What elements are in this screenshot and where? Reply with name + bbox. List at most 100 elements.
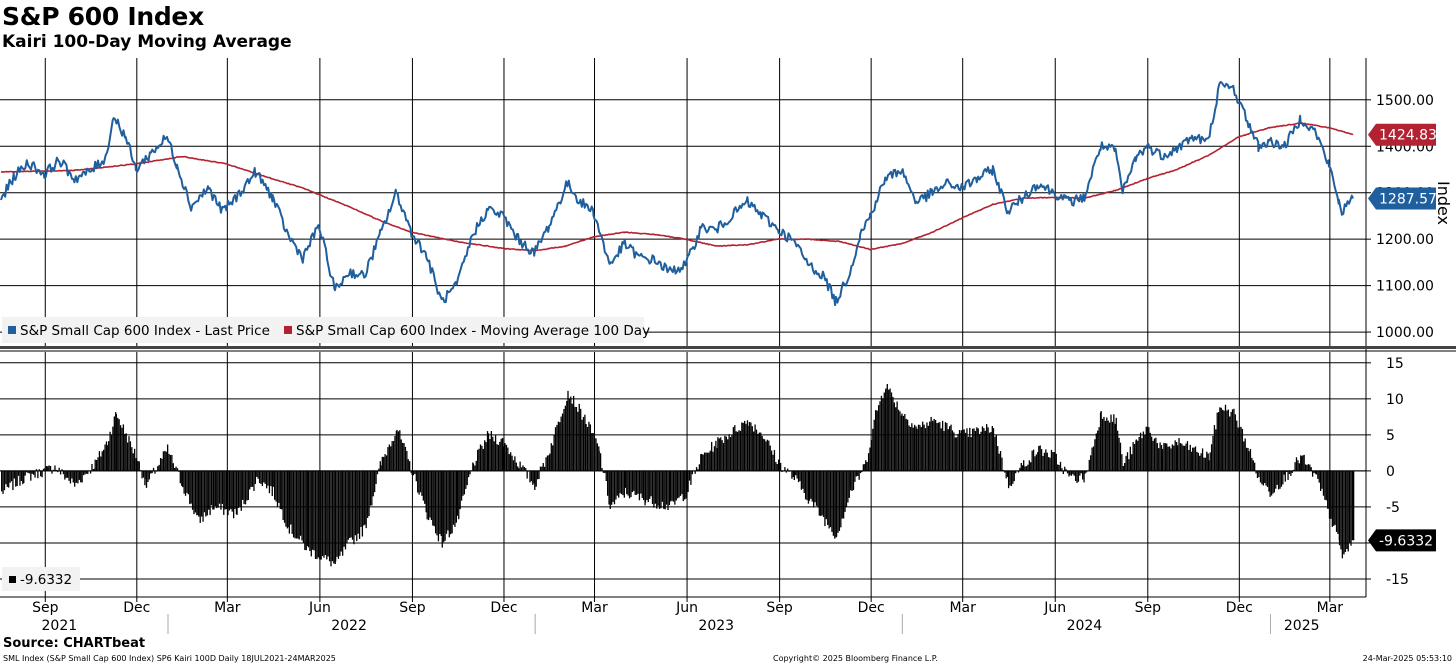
kairi-bar-666	[906, 419, 909, 471]
kairi-bar-608	[829, 470, 832, 528]
kairi-bar-295	[401, 442, 404, 471]
kairi-bar-33	[47, 466, 49, 471]
kairi-bar-229	[312, 470, 314, 550]
chart-title: S&P 600 Index	[2, 2, 204, 31]
kairi-bar-268	[365, 470, 367, 529]
kairi-bar-580	[791, 470, 793, 479]
kairi-bar-258	[351, 470, 354, 540]
kairi-bar-304	[414, 470, 416, 474]
kairi-bar-576	[785, 470, 787, 473]
footer-copyright: Copyright© 2025 Bloomberg Finance L.P.	[773, 654, 938, 663]
kairi-bar-314	[427, 470, 430, 521]
kairi-bar-631	[861, 470, 863, 473]
kairi-bar-674	[917, 424, 920, 471]
kairi-bar-703	[957, 433, 959, 471]
kairi-bar-192	[261, 470, 264, 487]
kairi-bar-748	[1019, 467, 1021, 471]
kairi-bar-350	[477, 449, 479, 471]
kairi-bar-218	[297, 470, 299, 539]
y-tick-label-top-2: 1200.00	[1376, 232, 1434, 248]
legend-kairi-label: -9.6332	[20, 572, 72, 588]
kairi-bar-246	[334, 470, 337, 562]
kairi-bar-728	[991, 426, 993, 471]
kairi-bar-300	[409, 461, 411, 471]
kairi-bar-149	[202, 470, 204, 522]
kairi-bar-712	[969, 427, 971, 471]
kairi-bar-280	[381, 456, 383, 471]
kairi-bar-212	[288, 470, 291, 534]
kairi-bar-20	[28, 470, 31, 474]
kairi-bar-713	[970, 436, 972, 471]
kairi-bar-470	[641, 470, 643, 499]
kairi-bar-484	[660, 470, 662, 509]
kairi-bar-727	[990, 432, 992, 471]
kairi-bar-442	[602, 470, 605, 473]
kairi-bar-788	[1073, 470, 1075, 476]
kairi-bar-383	[522, 465, 524, 471]
kairi-bar-693	[943, 430, 945, 471]
kairi-bar-967	[1317, 470, 1319, 479]
kairi-bar-968	[1318, 470, 1320, 483]
kairi-bar-37	[52, 469, 55, 471]
kairi-bar-654	[890, 392, 893, 471]
kairi-bar-52	[72, 470, 74, 483]
kairi-bar-867	[1181, 443, 1183, 471]
kairi-bar-358	[487, 433, 490, 471]
source-note: Source: CHARTbeat	[3, 636, 146, 651]
kairi-bar-642	[875, 409, 877, 471]
kairi-bar-795	[1083, 470, 1085, 483]
price-lines	[0, 80, 1354, 307]
kairi-bar-448	[611, 470, 613, 505]
kairi-bar-982	[1337, 470, 1339, 534]
kairi-bar-528	[720, 437, 722, 471]
kairi-bar-24	[34, 470, 36, 478]
kairi-bar-63	[87, 470, 89, 475]
kairi-bar-62	[85, 470, 88, 474]
kairi-bar-479	[653, 470, 655, 508]
kairi-bar-806	[1098, 427, 1100, 471]
kairi-bar-729	[992, 428, 995, 471]
kairi-bar-435	[593, 437, 596, 471]
kairi-bar-73	[100, 456, 102, 471]
x-tick-label-6: Mar	[581, 600, 608, 616]
kairi-bar-427	[582, 416, 585, 471]
kairi-bar-937	[1276, 470, 1278, 485]
kairi-bar-481	[656, 470, 658, 509]
kairi-bar-782	[1065, 469, 1067, 471]
kairi-bar-829	[1129, 446, 1131, 471]
kairi-bar-852	[1160, 445, 1163, 471]
kairi-bar-232	[316, 470, 318, 560]
kairi-bar-222	[302, 470, 305, 544]
kairi-bar-343	[467, 470, 470, 478]
kairi-bar-895	[1219, 407, 1221, 471]
kairi-bar-858	[1168, 446, 1171, 471]
kairi-bar-396	[539, 466, 542, 471]
kairi-bar-780	[1062, 470, 1064, 475]
kairi-bar-28	[40, 470, 42, 477]
kairi-bar-870	[1185, 443, 1187, 471]
kairi-bar-943	[1284, 470, 1286, 482]
kairi-bar-709	[964, 432, 967, 471]
kairi-bar-732	[997, 446, 999, 471]
kairi-bar-251	[342, 470, 344, 556]
kairi-bar-551	[751, 426, 753, 471]
kairi-bar-830	[1131, 454, 1133, 471]
kairi-bar-111	[150, 470, 152, 474]
kairi-bar-354	[482, 448, 484, 471]
kairi-bar-361	[492, 436, 494, 471]
kairi-bar-845	[1151, 436, 1153, 471]
kairi-bar-317	[432, 470, 434, 526]
kairi-bar-132	[179, 470, 181, 484]
kairi-bar-679	[924, 428, 927, 471]
kairi-bar-234	[319, 470, 321, 560]
kairi-bar-888	[1209, 452, 1211, 471]
kairi-bar-952	[1297, 460, 1299, 471]
kairi-bar-215	[292, 470, 295, 538]
kairi-bar-452	[616, 470, 618, 496]
kairi-bar-123	[166, 444, 169, 471]
kairi-bar-436	[595, 438, 597, 471]
kairi-bar-799	[1088, 459, 1090, 471]
kairi-bar-961	[1309, 464, 1311, 471]
kairi-bar-527	[718, 438, 720, 471]
kairi-bar-252	[343, 470, 345, 547]
